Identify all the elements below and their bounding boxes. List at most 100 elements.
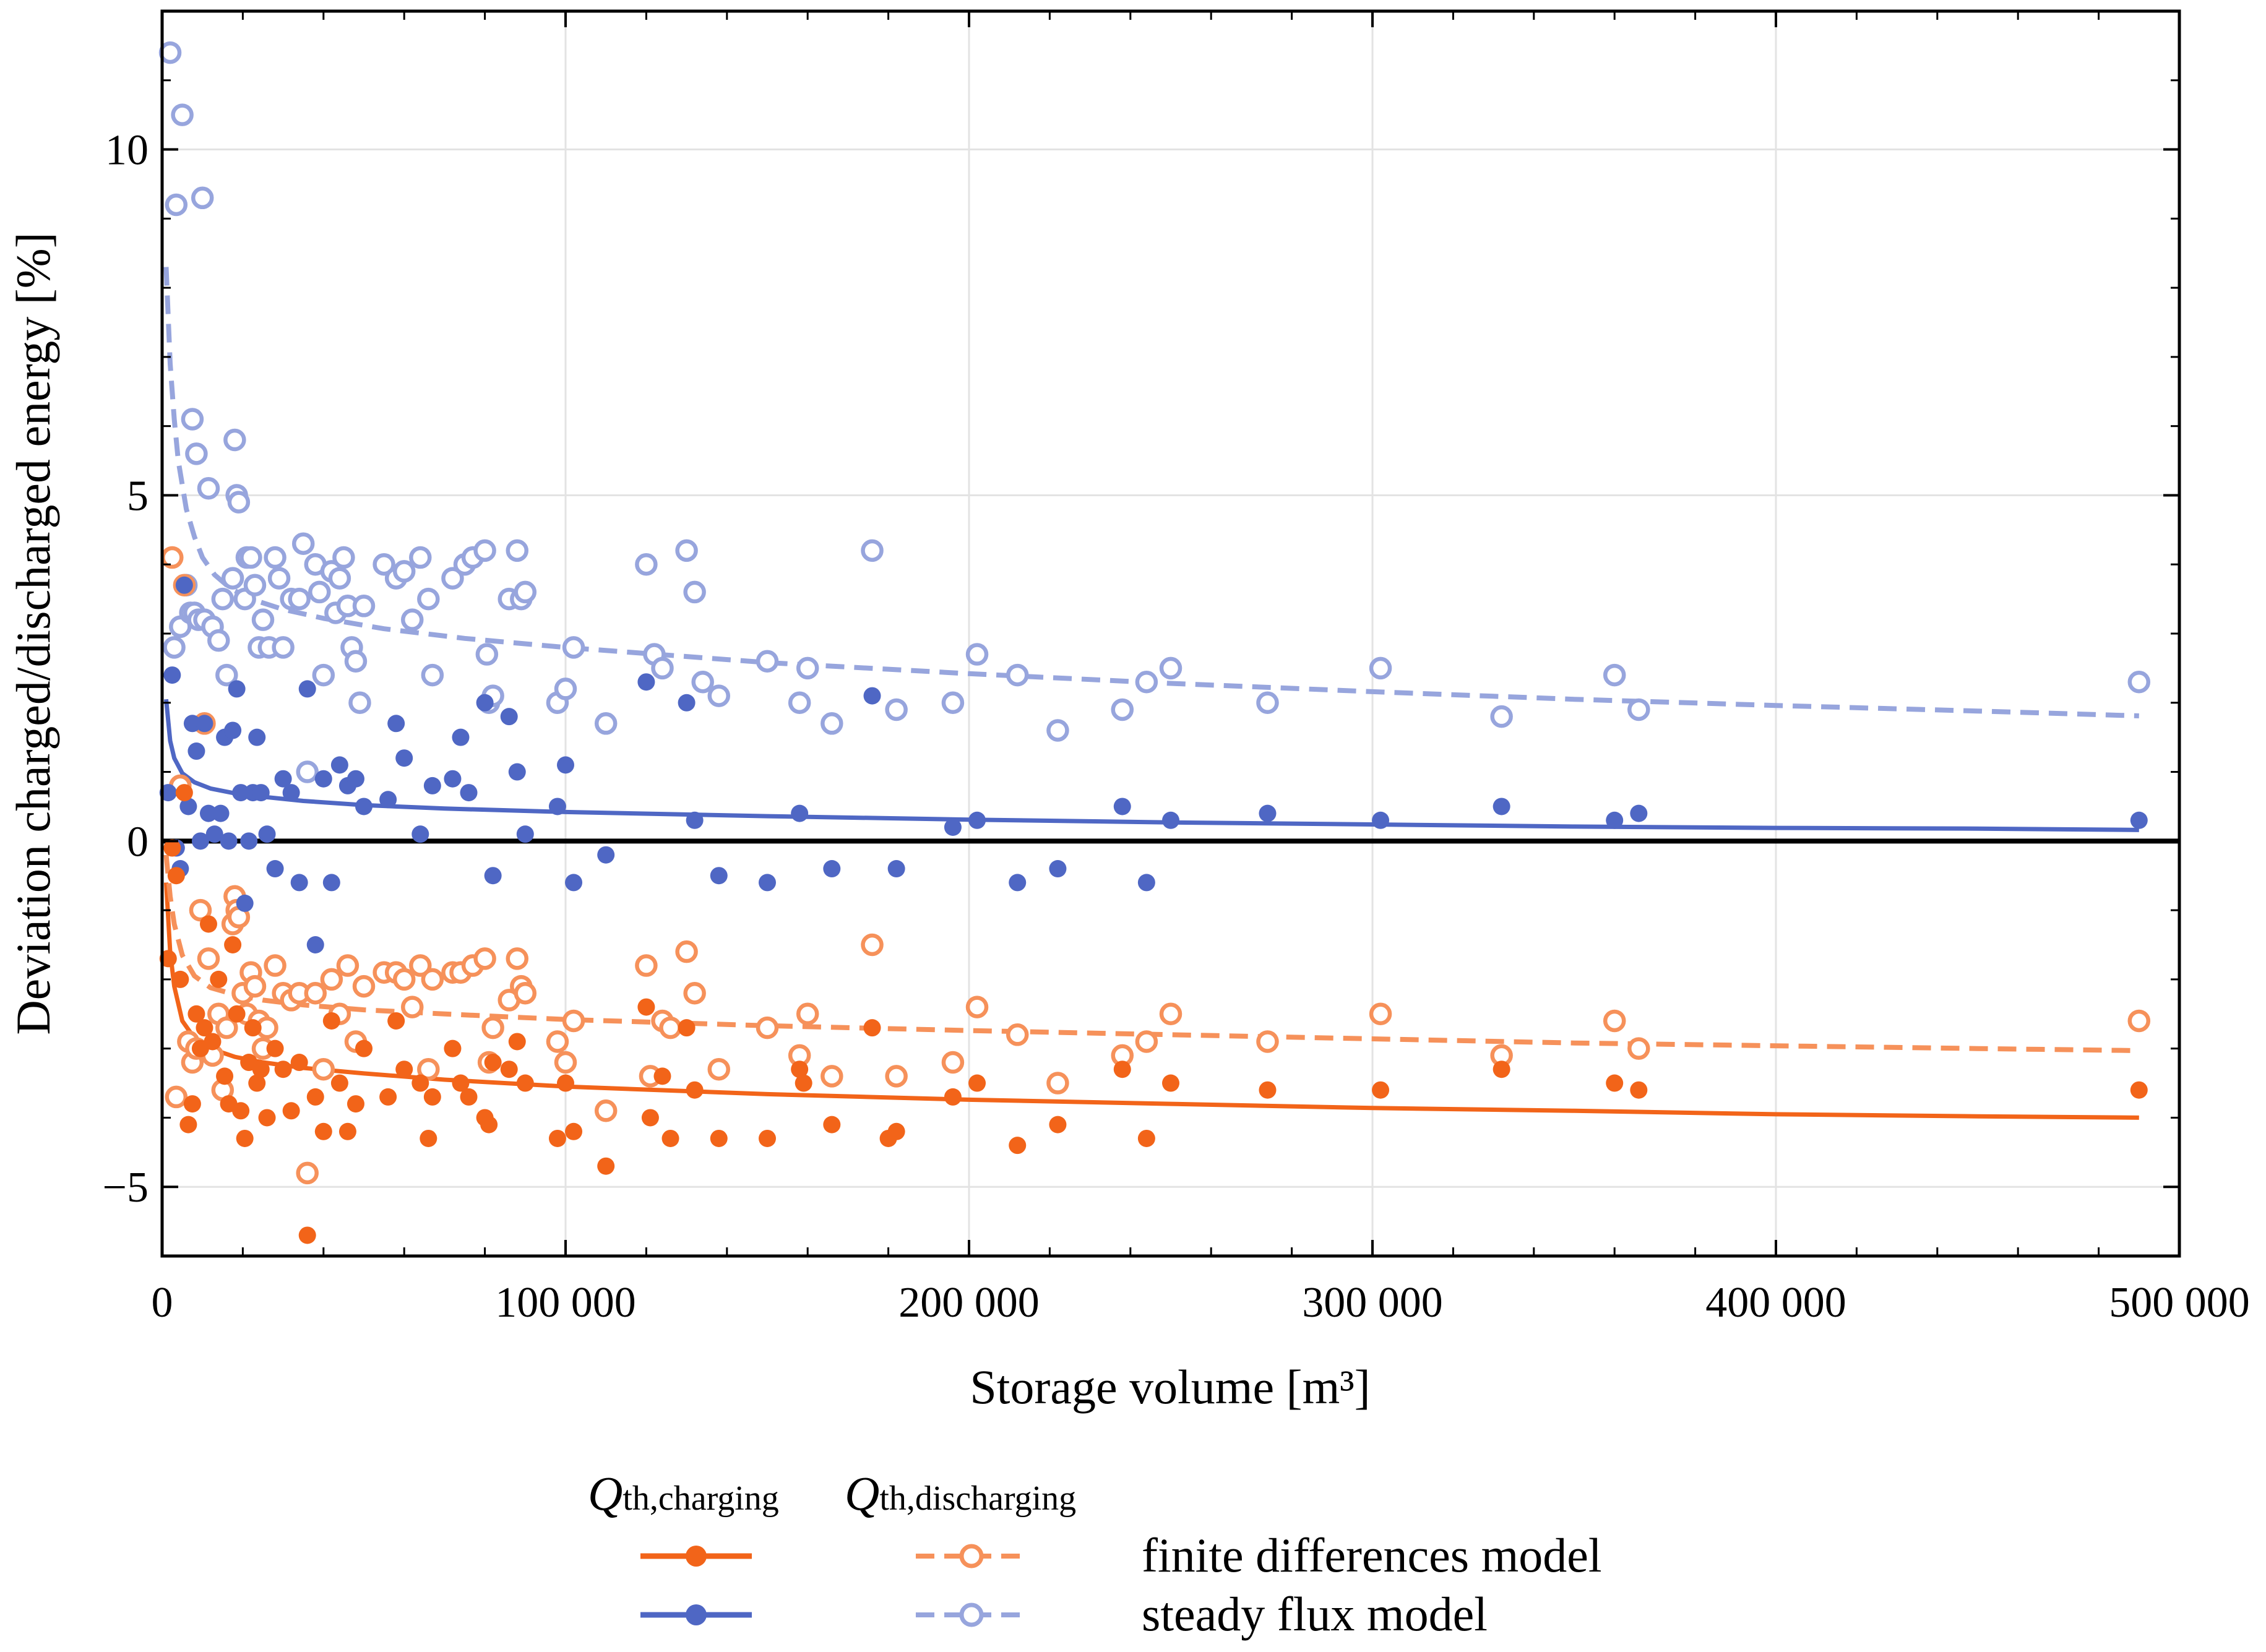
- point-fd_discharging: [941, 1051, 965, 1074]
- point-sf_charging: [1162, 811, 1179, 829]
- point-sf_charging: [1630, 804, 1648, 822]
- point-sf_charging: [236, 894, 254, 912]
- point-fd_charging: [159, 950, 177, 968]
- point-sf_discharging: [506, 539, 529, 562]
- point-fd_charging: [216, 1067, 234, 1085]
- point-fd_charging: [167, 867, 185, 885]
- point-sf_discharging: [1135, 670, 1158, 694]
- point-fd_discharging: [320, 968, 343, 991]
- point-fd_discharging: [683, 981, 706, 1005]
- point-fd_discharging: [562, 1009, 585, 1033]
- fit-line-sf_discharging: [163, 267, 2139, 718]
- legend-fd-discharging-marker: [959, 1544, 984, 1568]
- point-sf_discharging: [756, 650, 779, 673]
- point-sf_discharging: [965, 643, 989, 666]
- point-sf_discharging: [1256, 691, 1279, 715]
- legend-sf-charging-marker: [686, 1604, 707, 1625]
- legend-header-charging: Qth,charging: [588, 1466, 779, 1520]
- point-fd_discharging: [1135, 1030, 1158, 1053]
- point-sf_charging: [258, 825, 276, 843]
- point-sf_discharging: [239, 546, 262, 569]
- point-fd_charging: [298, 1226, 316, 1244]
- point-sf_discharging: [1490, 705, 1513, 728]
- point-sf_discharging: [417, 587, 440, 611]
- point-fd_charging: [204, 1033, 222, 1051]
- point-sf_charging: [460, 784, 478, 802]
- point-fd_charging: [210, 970, 228, 988]
- point-fd_charging: [290, 1054, 308, 1072]
- point-sf_charging: [187, 742, 205, 760]
- point-sf_discharging: [181, 408, 204, 431]
- point-sf_charging: [1606, 811, 1624, 829]
- point-sf_charging: [159, 784, 177, 802]
- point-sf_charging: [355, 798, 373, 815]
- point-sf_charging: [330, 756, 348, 774]
- point-sf_discharging: [1369, 656, 1392, 680]
- point-fd_charging: [653, 1067, 671, 1085]
- point-fd_charging: [171, 970, 189, 988]
- point-fd_discharging: [2127, 1009, 2151, 1033]
- point-fd_charging: [710, 1129, 728, 1147]
- point-sf_charging: [500, 708, 518, 726]
- point-sf_discharging: [683, 580, 706, 604]
- point-fd_discharging: [165, 1085, 188, 1109]
- point-fd_charging: [686, 1081, 704, 1099]
- point-sf_discharging: [373, 553, 395, 576]
- point-sf_discharging: [514, 580, 537, 604]
- y-tick-label: 0: [127, 818, 149, 866]
- point-sf_discharging: [651, 656, 674, 680]
- point-sf_charging: [1137, 874, 1155, 892]
- point-sf_charging: [597, 846, 615, 864]
- point-fd_charging: [1162, 1074, 1179, 1092]
- point-sf_charging: [179, 798, 197, 815]
- point-fd_charging: [187, 1005, 205, 1023]
- point-sf_discharging: [191, 186, 214, 210]
- point-fd_charging: [322, 1012, 340, 1030]
- point-sf_charging: [423, 777, 441, 794]
- point-fd_discharging: [421, 968, 444, 991]
- point-fd_discharging: [514, 981, 537, 1005]
- point-fd_charging: [1137, 1129, 1155, 1147]
- point-sf_charging: [228, 680, 246, 698]
- x-tick-label: 200 000: [898, 1279, 1040, 1327]
- point-sf_discharging: [251, 608, 275, 631]
- point-fd_charging: [199, 915, 217, 933]
- point-fd_charging: [661, 1129, 679, 1147]
- point-fd_discharging: [409, 954, 432, 977]
- point-sf_discharging: [352, 595, 376, 617]
- x-tick-label: 100 000: [495, 1279, 636, 1327]
- point-sf_discharging: [158, 41, 182, 64]
- point-fd_discharging: [352, 974, 376, 998]
- point-fd_charging: [637, 998, 655, 1016]
- point-sf_discharging: [788, 691, 811, 715]
- point-sf_discharging: [328, 567, 351, 590]
- point-fd_charging: [1372, 1081, 1390, 1099]
- point-sf_discharging: [473, 539, 496, 562]
- point-fd_charging: [379, 1088, 397, 1106]
- point-sf_discharging: [296, 760, 319, 783]
- point-fd_charging: [444, 1039, 462, 1057]
- point-sf_charging: [240, 832, 258, 850]
- point-fd_charging: [795, 1074, 812, 1092]
- point-sf_charging: [163, 666, 181, 684]
- point-fd_discharging: [1046, 1072, 1069, 1095]
- point-sf_discharging: [796, 656, 819, 680]
- point-fd_charging: [395, 1060, 413, 1078]
- point-fd_charging: [1009, 1137, 1027, 1155]
- x-tick-label: 0: [152, 1279, 173, 1327]
- point-fd_discharging: [312, 1057, 335, 1081]
- x-tick-label: 500 000: [2109, 1279, 2250, 1327]
- point-fd_charging: [1630, 1081, 1648, 1099]
- point-fd_charging: [944, 1088, 962, 1106]
- point-fd_charging: [420, 1129, 437, 1147]
- point-fd_charging: [597, 1157, 615, 1175]
- point-sf_charging: [387, 715, 405, 733]
- point-sf_charging: [282, 784, 300, 802]
- point-sf_discharging: [1006, 663, 1029, 687]
- x-axis-label: Storage volume [m³]: [970, 1360, 1370, 1414]
- point-sf_charging: [205, 825, 223, 843]
- point-sf_charging: [379, 791, 397, 809]
- point-sf_discharging: [207, 629, 230, 652]
- point-fd_discharging: [796, 1002, 819, 1026]
